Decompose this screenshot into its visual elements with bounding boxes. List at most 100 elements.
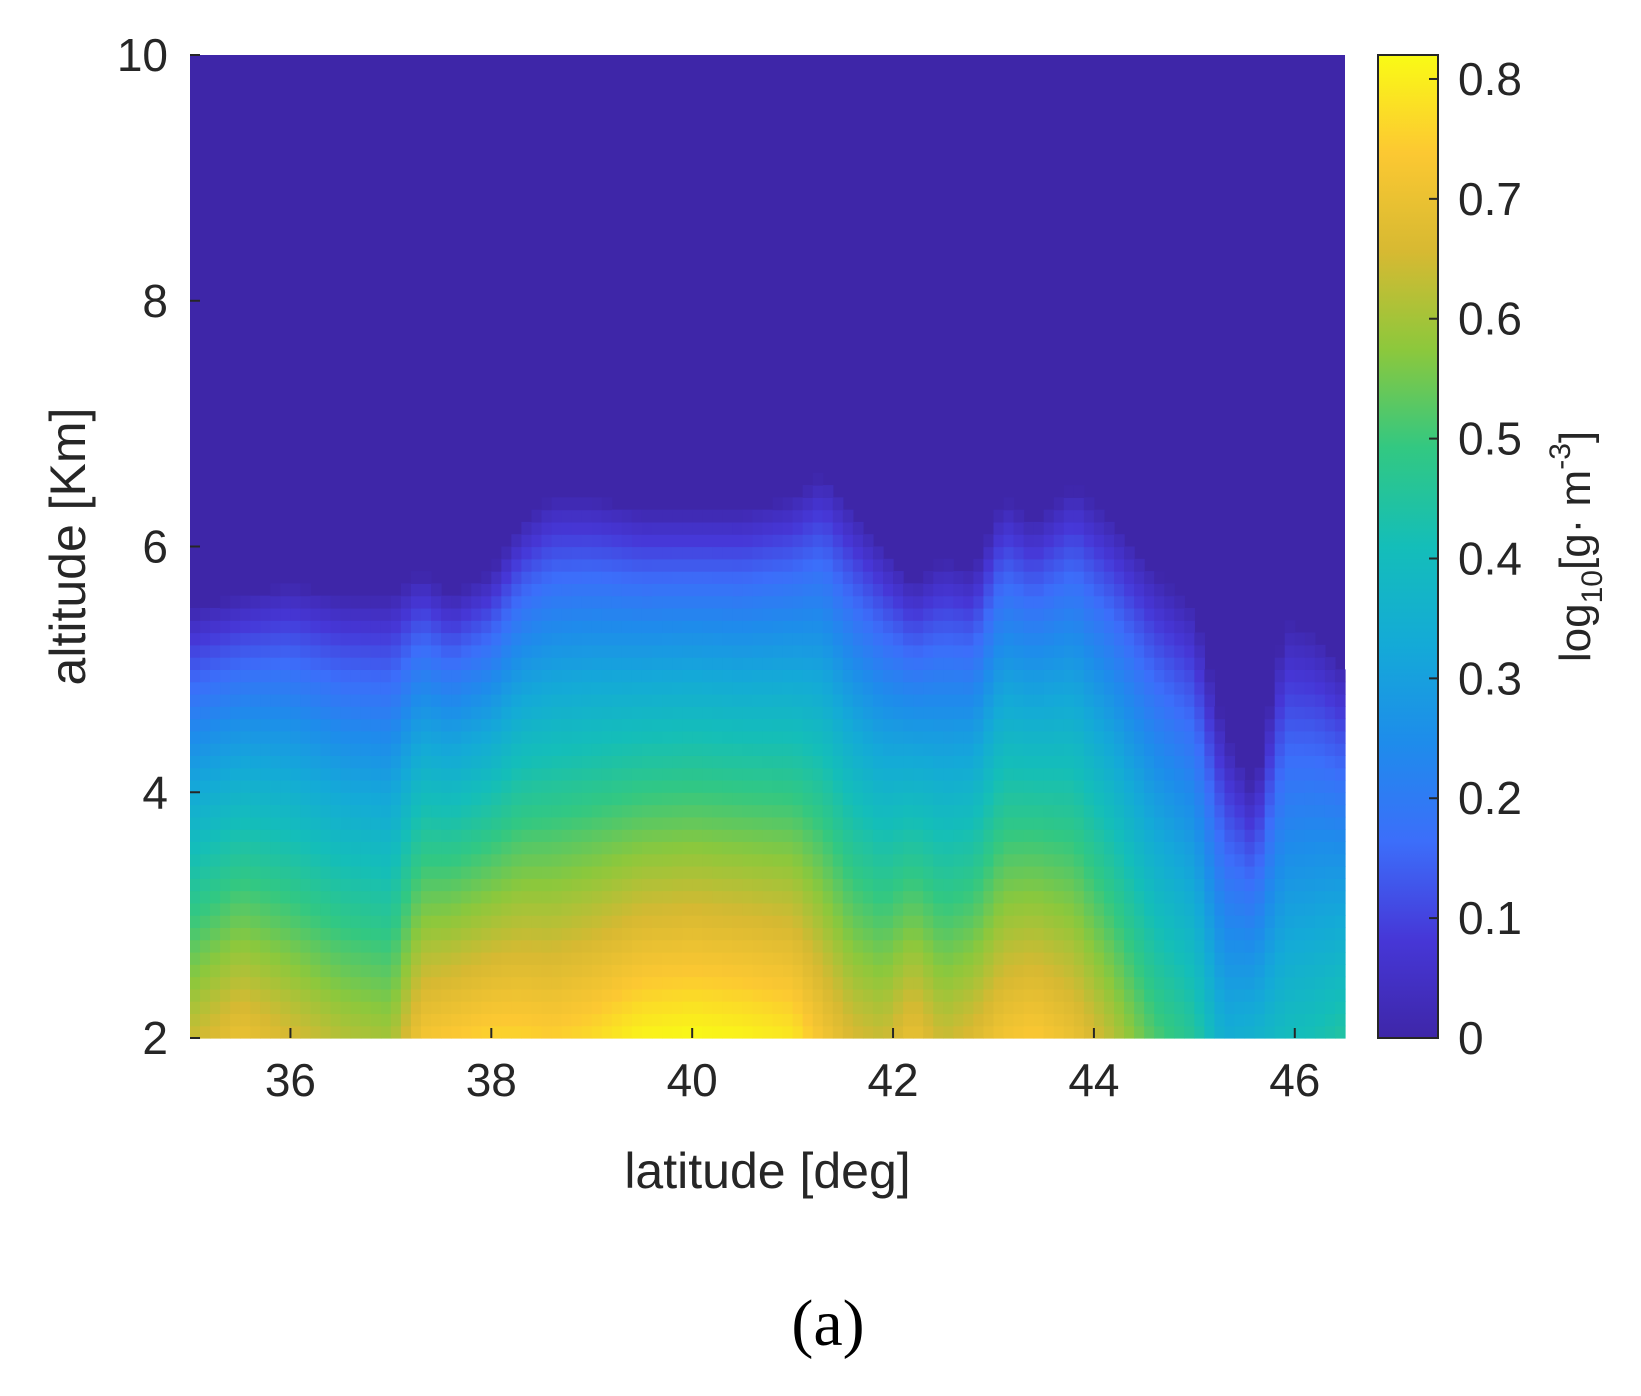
heatmap-cell [993, 841, 1005, 855]
heatmap-cell [1063, 571, 1075, 584]
heatmap-cell [1234, 890, 1246, 904]
heatmap-cell [1103, 1025, 1115, 1039]
heatmap-cell [772, 939, 784, 953]
heatmap-cell [491, 669, 502, 683]
heatmap-cell [862, 620, 874, 634]
heatmap-cell [1114, 571, 1125, 584]
heatmap-cell [601, 951, 613, 965]
heatmap-cell [1073, 829, 1085, 842]
heatmap-cell [752, 902, 764, 916]
heatmap-cell [1324, 1025, 1336, 1039]
heatmap-cell [511, 951, 523, 965]
heatmap-cell [692, 755, 703, 769]
heatmap-cell [461, 804, 472, 818]
heatmap-cell [380, 743, 392, 756]
heatmap-cell [872, 583, 884, 597]
heatmap-cell [501, 804, 512, 818]
heatmap-cell [1053, 767, 1065, 781]
heatmap-cell [421, 595, 432, 609]
heatmap-cell [672, 521, 683, 535]
heatmap-cell [953, 730, 964, 744]
heatmap-cell [933, 657, 944, 670]
heatmap-cell [1073, 657, 1085, 670]
heatmap-cell [923, 718, 934, 732]
heatmap-cell [752, 804, 764, 818]
heatmap-cell [722, 964, 733, 978]
heatmap-cell [692, 804, 703, 818]
heatmap-cell [802, 779, 814, 793]
heatmap-cell [792, 927, 804, 941]
heatmap-cell [1103, 988, 1115, 1002]
heatmap-cell [1083, 792, 1095, 806]
heatmap-cell [1194, 853, 1205, 867]
heatmap-cell [712, 632, 723, 646]
heatmap-cell [330, 902, 342, 916]
heatmap-cell [893, 681, 904, 695]
heatmap-cell [220, 595, 231, 609]
heatmap-cell [1204, 1025, 1216, 1039]
heatmap-cell [1324, 779, 1336, 793]
heatmap-cell [300, 644, 312, 658]
heatmap-cell [782, 681, 794, 695]
heatmap-cell [672, 583, 683, 597]
heatmap-cell [782, 534, 794, 548]
heatmap-cell [491, 902, 502, 916]
heatmap-cell [1264, 927, 1276, 941]
heatmap-cell [1294, 669, 1306, 683]
heatmap-cell [792, 829, 804, 842]
heatmap-cell [1063, 546, 1075, 560]
heatmap-cell [963, 976, 974, 990]
heatmap-cell [621, 571, 633, 584]
heatmap-cell [220, 964, 231, 978]
heatmap-cell [1103, 583, 1115, 597]
heatmap-cell [521, 607, 533, 621]
heatmap-cell [441, 644, 452, 658]
heatmap-cell [1053, 632, 1065, 646]
heatmap-cell [682, 693, 693, 707]
heatmap-cell [963, 964, 974, 978]
heatmap-cell [1073, 1025, 1085, 1039]
heatmap-cell [471, 841, 482, 855]
heatmap-cell [260, 1025, 271, 1039]
heatmap-cell [631, 988, 643, 1002]
heatmap-cell [1244, 853, 1256, 867]
heatmap-cell [1114, 804, 1125, 818]
heatmap-cell [1224, 902, 1236, 916]
heatmap-cell [481, 681, 492, 695]
heatmap-cell [1194, 706, 1205, 720]
heatmap-cell [551, 902, 563, 916]
heatmap-cell [390, 1001, 402, 1015]
heatmap-cell [441, 620, 452, 634]
heatmap-cell [350, 804, 362, 818]
heatmap-cell [672, 1025, 683, 1039]
heatmap-cell [310, 816, 322, 830]
heatmap-cell [872, 1025, 884, 1039]
heatmap-cell [551, 841, 563, 855]
heatmap-cell [390, 767, 402, 781]
heatmap-cell [320, 792, 332, 806]
heatmap-cell [883, 878, 894, 892]
heatmap-cell [511, 558, 523, 572]
heatmap-cell [702, 767, 713, 781]
heatmap-cell [652, 509, 663, 523]
heatmap-cell [1284, 730, 1296, 744]
heatmap-cell [240, 755, 251, 769]
heatmap-cell [1264, 976, 1276, 990]
heatmap-cell [400, 1001, 412, 1015]
heatmap-cell [491, 620, 502, 634]
heatmap-cell [792, 865, 804, 879]
heatmap-cell [551, 951, 563, 965]
heatmap-cell [1053, 964, 1065, 978]
heatmap-cell [210, 644, 221, 658]
heatmap-cell [551, 534, 563, 548]
heatmap-cell [210, 804, 221, 818]
heatmap-cell [943, 804, 954, 818]
heatmap-cell [692, 730, 703, 744]
heatmap-cell [782, 927, 794, 941]
heatmap-cell [872, 779, 884, 793]
heatmap-cell [983, 865, 995, 879]
heatmap-cell [802, 988, 814, 1002]
heatmap-cell [280, 902, 292, 916]
heatmap-cell [1294, 902, 1306, 916]
heatmap-cell [732, 509, 743, 523]
